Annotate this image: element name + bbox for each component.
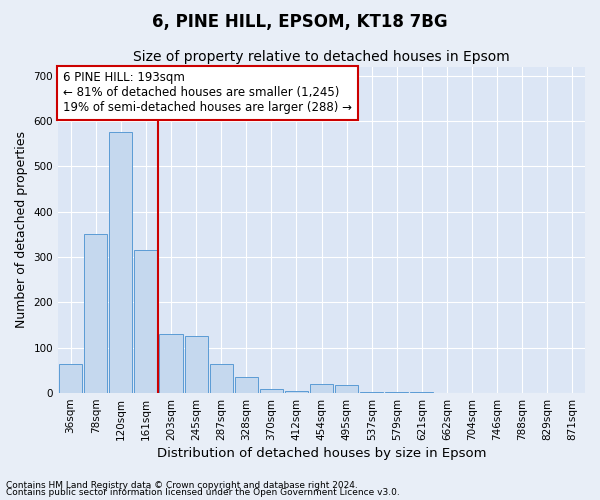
Bar	[209, 364, 233, 393]
Bar	[84, 234, 107, 393]
Bar	[185, 336, 208, 393]
Bar	[385, 392, 409, 393]
Text: 6, PINE HILL, EPSOM, KT18 7BG: 6, PINE HILL, EPSOM, KT18 7BG	[152, 12, 448, 30]
Bar	[134, 250, 157, 393]
Bar	[235, 377, 258, 393]
Bar	[160, 334, 182, 393]
Bar	[360, 392, 383, 393]
Title: Size of property relative to detached houses in Epsom: Size of property relative to detached ho…	[133, 50, 510, 64]
Bar	[260, 388, 283, 393]
Text: 6 PINE HILL: 193sqm
← 81% of detached houses are smaller (1,245)
19% of semi-det: 6 PINE HILL: 193sqm ← 81% of detached ho…	[64, 72, 352, 114]
Bar	[335, 385, 358, 393]
Bar	[410, 392, 433, 393]
Bar	[59, 364, 82, 393]
Bar	[310, 384, 333, 393]
Y-axis label: Number of detached properties: Number of detached properties	[15, 132, 28, 328]
Bar	[109, 132, 133, 393]
X-axis label: Distribution of detached houses by size in Epsom: Distribution of detached houses by size …	[157, 447, 486, 460]
Text: Contains public sector information licensed under the Open Government Licence v3: Contains public sector information licen…	[6, 488, 400, 497]
Bar	[285, 391, 308, 393]
Text: Contains HM Land Registry data © Crown copyright and database right 2024.: Contains HM Land Registry data © Crown c…	[6, 480, 358, 490]
